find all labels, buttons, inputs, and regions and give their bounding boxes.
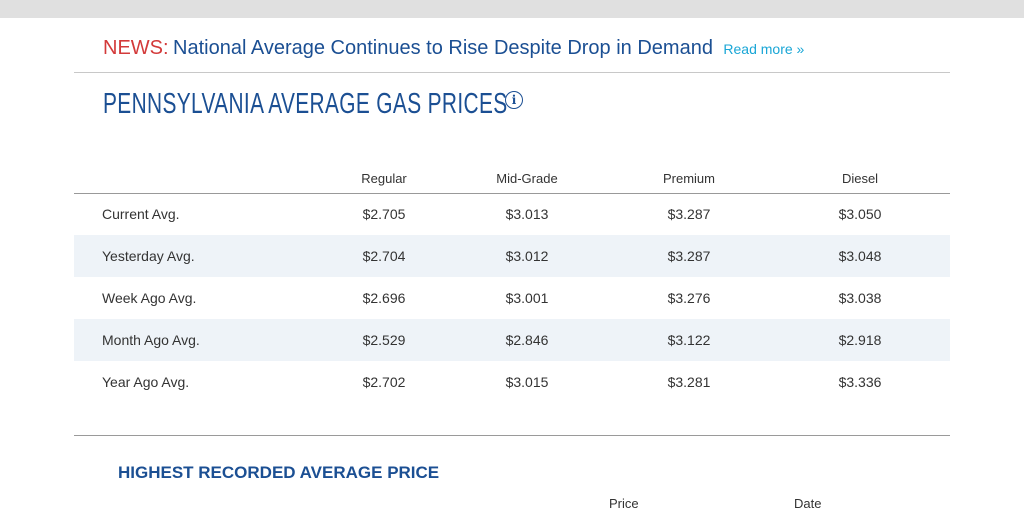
divider-bottom bbox=[74, 435, 950, 436]
price-mid-grade: $3.013 bbox=[505, 206, 549, 223]
row-label: Current Avg. bbox=[102, 206, 180, 223]
price-mid-grade: $2.846 bbox=[446, 319, 608, 361]
table-row: Year Ago Avg. $2.702 $3.015 $3.281 $3.33… bbox=[74, 361, 950, 403]
price-mid-grade: $3.015 bbox=[505, 374, 549, 390]
read-more-link[interactable]: Read more » bbox=[723, 41, 805, 57]
table-row: Current Avg. $2.705 $3.013 $3.287 $3.050 bbox=[74, 193, 950, 235]
price-diesel: $3.050 bbox=[838, 206, 882, 223]
price-diesel: $3.336 bbox=[838, 374, 882, 390]
page-title: PENNSYLVANIA AVERAGE GAS PRICES bbox=[103, 88, 508, 120]
browser-top-bar bbox=[0, 0, 1024, 18]
header-diesel: Diesel bbox=[770, 164, 950, 194]
row-label: Week Ago Avg. bbox=[102, 290, 197, 306]
header-mid-grade: Mid-Grade bbox=[446, 164, 608, 194]
news-label: NEWS: bbox=[103, 37, 169, 59]
gas-prices-table: Regular Mid-Grade Premium Diesel Current… bbox=[74, 164, 950, 403]
page-title-wrap: PENNSYLVANIA AVERAGE GAS PRICES i bbox=[103, 88, 665, 121]
row-label: Month Ago Avg. bbox=[74, 319, 322, 361]
price-premium: $3.287 bbox=[667, 206, 711, 223]
price-diesel: $2.918 bbox=[770, 319, 950, 361]
table-row: Yesterday Avg. $2.704 $3.012 $3.287 $3.0… bbox=[74, 235, 950, 277]
news-banner: NEWS: National Average Continues to Rise… bbox=[103, 37, 804, 63]
price-regular: $2.702 bbox=[362, 374, 406, 390]
divider-top bbox=[74, 72, 950, 73]
price-premium: $3.281 bbox=[667, 374, 711, 390]
price-premium: $3.122 bbox=[608, 319, 770, 361]
highest-price-title: HIGHEST RECORDED AVERAGE PRICE bbox=[118, 463, 440, 482]
price-regular: $2.705 bbox=[362, 206, 406, 223]
table-header-row: Regular Mid-Grade Premium Diesel bbox=[74, 164, 950, 194]
price-mid-grade: $3.012 bbox=[446, 235, 608, 277]
info-icon[interactable]: i bbox=[505, 91, 523, 109]
price-diesel: $3.048 bbox=[770, 235, 950, 277]
price-regular: $2.529 bbox=[322, 319, 446, 361]
highest-date-header: Date bbox=[794, 496, 822, 511]
news-headline[interactable]: National Average Continues to Rise Despi… bbox=[173, 37, 713, 59]
table-row: Week Ago Avg. $2.696 $3.001 $3.276 $3.03… bbox=[74, 277, 950, 319]
header-premium: Premium bbox=[608, 164, 770, 194]
highest-price-header: Price bbox=[609, 496, 639, 511]
row-label: Year Ago Avg. bbox=[102, 374, 190, 390]
header-regular: Regular bbox=[322, 164, 446, 194]
price-premium: $3.287 bbox=[608, 235, 770, 277]
row-label: Yesterday Avg. bbox=[74, 235, 322, 277]
price-regular: $2.704 bbox=[322, 235, 446, 277]
price-mid-grade: $3.001 bbox=[505, 290, 549, 306]
table-row: Month Ago Avg. $2.529 $2.846 $3.122 $2.9… bbox=[74, 319, 950, 361]
header-blank bbox=[74, 164, 322, 194]
price-diesel: $3.038 bbox=[838, 290, 882, 306]
price-premium: $3.276 bbox=[667, 290, 711, 306]
price-regular: $2.696 bbox=[362, 290, 406, 306]
